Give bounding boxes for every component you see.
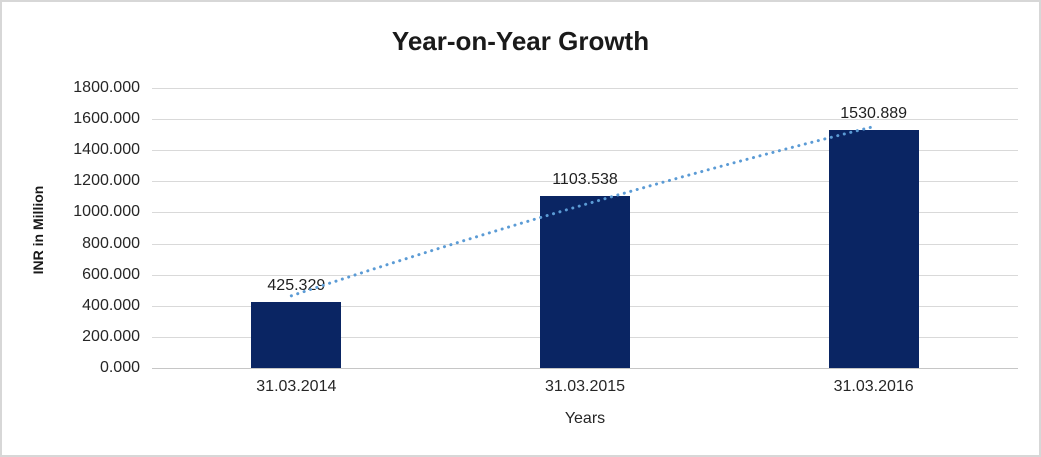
gridline — [152, 88, 1018, 89]
x-tick-label: 31.03.2014 — [256, 378, 337, 395]
y-tick-label: 1600.000 — [73, 110, 140, 128]
x-axis-title: Years — [564, 410, 606, 427]
bar — [828, 129, 919, 368]
bar-data-label: 425.329 — [267, 276, 326, 294]
y-tick-label: 200.000 — [82, 327, 140, 345]
bar — [251, 301, 342, 368]
y-tick-label: 800.000 — [82, 234, 140, 252]
gridline — [152, 119, 1018, 121]
bar-data-label: 1103.538 — [552, 171, 618, 189]
bar — [540, 196, 630, 368]
x-tick-label: 31.03.2015 — [544, 378, 626, 395]
y-tick-label: 1000.000 — [73, 203, 140, 221]
chart-title: Year-on-Year Growth — [391, 26, 650, 56]
y-tick-label: 400.000 — [82, 296, 140, 314]
x-axis-line — [152, 368, 1018, 369]
y-tick-label: 1200.000 — [73, 172, 140, 190]
y-tick-label: 0.000 — [99, 359, 140, 376]
y-axis-title: INR in Million — [30, 185, 46, 275]
y-tick-label: 1400.000 — [73, 141, 140, 159]
x-tick-label: 31.03.2016 — [833, 378, 914, 395]
y-tick-label: 1800.000 — [73, 79, 140, 96]
y-tick-label: 600.000 — [82, 265, 140, 283]
bar-data-label: 1530.889 — [840, 104, 908, 122]
